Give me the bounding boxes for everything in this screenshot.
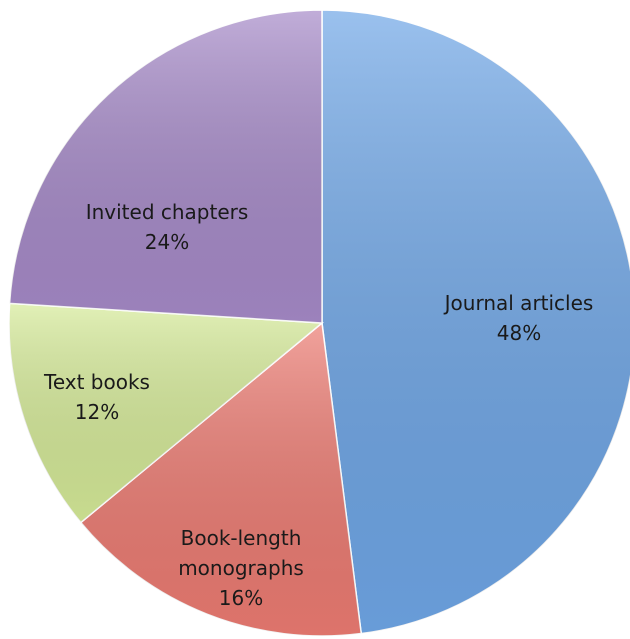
category-label: Invited chapters: [85, 200, 249, 224]
slice-label: Book-length monographs 16%: [156, 523, 326, 613]
value-label: 12%: [74, 400, 120, 424]
slice-label: Journal articles 48%: [419, 288, 619, 348]
category-label: Book-length monographs: [178, 526, 304, 580]
category-label: Journal articles: [444, 291, 594, 315]
pie-slice: [8, 9, 323, 324]
category-label: Text books: [44, 370, 150, 394]
value-label: 16%: [218, 586, 264, 610]
slice-label: Invited chapters 24%: [57, 197, 277, 257]
value-label: 24%: [144, 230, 190, 254]
value-label: 48%: [496, 321, 542, 345]
slice-label: Text books 12%: [17, 367, 177, 427]
